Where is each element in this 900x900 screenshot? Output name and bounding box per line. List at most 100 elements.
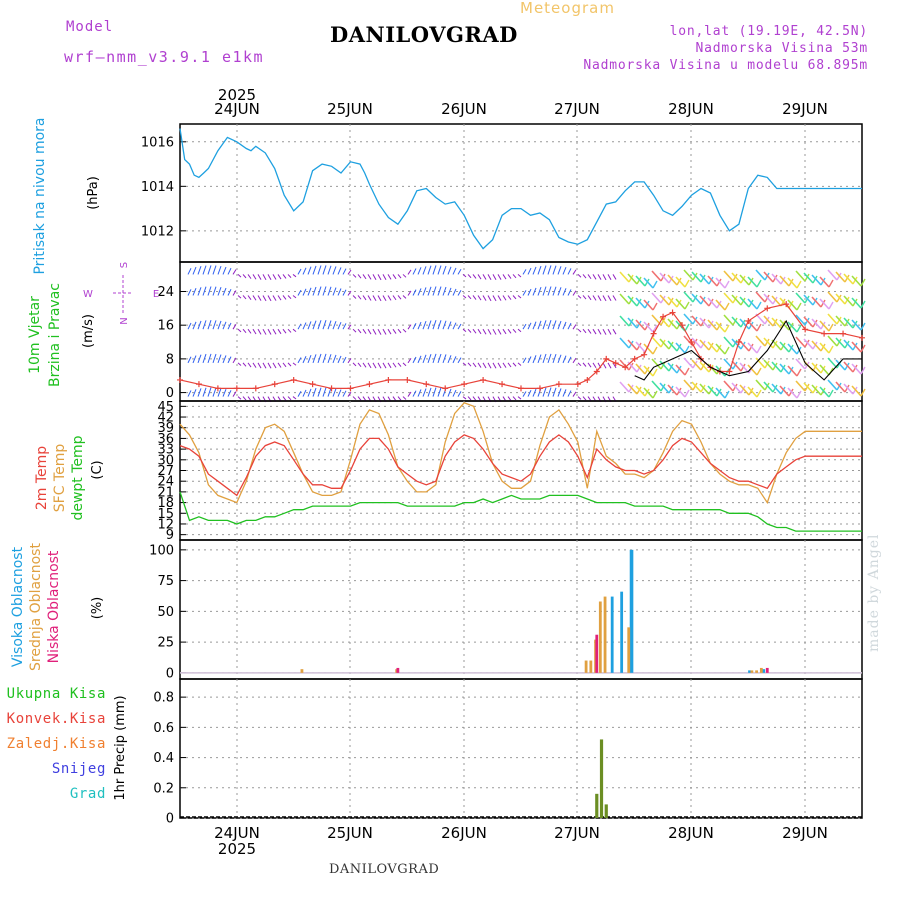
- wind-barb: [787, 343, 798, 355]
- wind-barb: [643, 277, 654, 289]
- wind-barb: [482, 274, 487, 280]
- wind-barb: [492, 295, 497, 302]
- wind-barb: [691, 315, 702, 327]
- wind-barb: [843, 273, 854, 285]
- wind-speed-marker: [745, 317, 752, 324]
- page-title: DANILOVGRAD: [330, 22, 518, 47]
- high-cloud-bar: [620, 591, 624, 673]
- wind-barb: [427, 387, 432, 397]
- wind-barb: [787, 387, 798, 399]
- wind-barb: [257, 362, 262, 369]
- wind-barb: [691, 293, 702, 305]
- wind-barb: [577, 328, 582, 333]
- x-day-label-top: 27JUN: [554, 100, 600, 118]
- y-tick-label: 42: [157, 411, 174, 426]
- wind-barb: [851, 363, 862, 375]
- wind-barb: [332, 321, 337, 330]
- wind-barb: [442, 354, 447, 364]
- y-tick-label: 75: [157, 574, 174, 589]
- wind-barb: [277, 274, 282, 280]
- wind-barb: [447, 266, 452, 275]
- pressure-series-line: [179, 128, 862, 250]
- wind-barb: [763, 359, 774, 371]
- wind-barb: [587, 274, 592, 280]
- wind-barb: [643, 343, 654, 355]
- wind-barb: [342, 289, 347, 296]
- pressure-frame: [179, 123, 863, 263]
- wind-barb: [342, 356, 347, 364]
- wind-barb: [724, 302, 730, 311]
- wind-barb: [317, 265, 322, 275]
- wind-barb: [342, 390, 347, 397]
- wind-barb: [372, 295, 377, 302]
- wind-barb: [222, 266, 227, 275]
- wind-barb: [302, 322, 307, 330]
- wind-barb: [835, 293, 846, 305]
- wind-barb: [652, 390, 658, 399]
- wind-barb: [322, 387, 327, 397]
- wind-barb: [287, 328, 292, 333]
- wind-barb: [497, 295, 502, 301]
- wind-barb: [452, 267, 457, 275]
- wind-barb: [317, 387, 322, 397]
- wind-barb: [392, 396, 397, 402]
- wind-barb: [417, 389, 422, 397]
- wind-barb: [507, 396, 512, 401]
- wind-barb: [367, 295, 372, 301]
- wind-speed-marker: [518, 385, 524, 392]
- wind-barb: [562, 389, 567, 397]
- wind-barb: [397, 328, 402, 334]
- wind-barb: [322, 265, 327, 275]
- wind-barb: [567, 356, 572, 364]
- wind-barb: [447, 321, 452, 330]
- wind-barb: [207, 353, 212, 364]
- wind-barb: [552, 265, 557, 275]
- wind-barb: [297, 323, 302, 330]
- wind-barb: [819, 320, 830, 332]
- wind-barb: [417, 267, 422, 275]
- wind-speed-marker: [660, 313, 667, 320]
- wind-barb: [257, 328, 262, 335]
- wind-barb: [635, 319, 646, 331]
- wind-barb: [557, 287, 562, 296]
- wind-barb: [387, 295, 392, 301]
- wind-barb: [707, 385, 718, 397]
- wind-barb: [252, 295, 257, 301]
- y-tick-label: 100: [149, 543, 174, 558]
- wind-barb: [612, 328, 617, 335]
- wind-barb: [207, 387, 212, 397]
- temp-2m-line: [179, 434, 862, 497]
- wind-barb: [552, 320, 557, 330]
- wind-barb: [477, 328, 482, 335]
- wind-barb: [756, 279, 762, 288]
- wind-barb: [187, 322, 192, 330]
- wind-barb: [811, 296, 822, 308]
- wind-speed-marker: [735, 339, 742, 346]
- clouds-frame: [179, 539, 863, 680]
- high-cloud-bar: [748, 670, 751, 673]
- wind-barb: [472, 328, 477, 334]
- wind-barb: [731, 338, 742, 350]
- wind-barb: [592, 274, 597, 280]
- wind-barb: [227, 390, 232, 397]
- wind-barb: [512, 328, 517, 333]
- wind-barb: [602, 295, 607, 302]
- wind-barb: [337, 267, 342, 275]
- wind-barb: [212, 353, 217, 364]
- wind-barb: [262, 295, 267, 302]
- x-day-label-top: 28JUN: [668, 100, 714, 118]
- y-tick-label: 1012: [141, 224, 174, 239]
- wind-barb: [207, 265, 212, 275]
- wind-barb: [457, 268, 462, 275]
- wind-barb: [392, 274, 397, 280]
- wind-barb: [272, 362, 277, 369]
- wind-barb: [502, 295, 507, 301]
- wind-barb: [715, 321, 726, 333]
- y-tick-label: 16: [157, 319, 174, 334]
- wind-speed-marker: [622, 364, 629, 371]
- wind-barb: [287, 396, 292, 401]
- wind-barb: [457, 289, 462, 296]
- wind-barb: [619, 359, 630, 371]
- wind-barb: [217, 320, 222, 330]
- wind-barb: [517, 396, 522, 400]
